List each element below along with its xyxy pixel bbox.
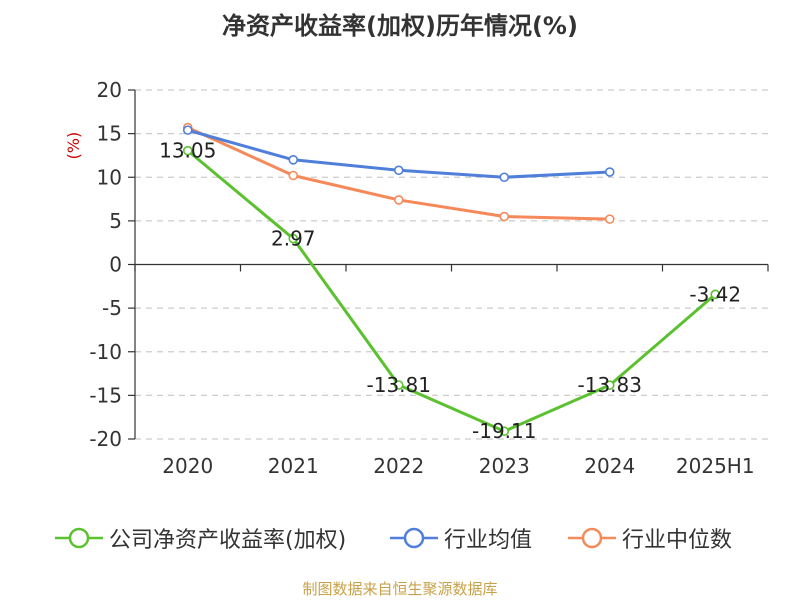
legend-item[interactable]: 公司净资产收益率(加权): [55, 518, 346, 558]
y-tick-label: 20: [97, 78, 122, 102]
line-chart: 20 15 10 5 0 -5 -10 -15 -20 (%) 2020 2021 2022 2023 20…: [64, 78, 769, 478]
data-point: [182, 125, 193, 135]
legend-label: 公司净资产收益率(加权): [109, 528, 347, 553]
source-note: 制图数据来自恒生聚源数据库: [302, 580, 498, 598]
x-tick-label: 2020: [162, 454, 213, 478]
data-point: [288, 233, 299, 244]
data-point: [499, 211, 510, 222]
data-point: [288, 170, 299, 181]
legend-item[interactable]: 行业中位数: [568, 518, 732, 558]
data-label: 2.97: [271, 227, 316, 251]
data-label: -13.81: [367, 373, 431, 397]
x-tick-label: 2024: [584, 454, 635, 478]
axes: 20 15 10 5 0 -5 -10 -15 -20 (%) 2020 2021 2022 2023 20…: [64, 78, 769, 478]
legend-marker-icon: [568, 527, 616, 549]
y-axis-label: (%): [64, 132, 83, 160]
y-tick-label: 10: [97, 165, 122, 189]
data-label: -19.11: [472, 419, 536, 443]
x-tick-label: 2021: [268, 454, 319, 478]
legend-item[interactable]: 行业均值: [390, 518, 532, 558]
legend-label: 行业均值: [444, 528, 533, 553]
data-label: 13.05: [159, 139, 216, 163]
series-lines: [182, 122, 721, 437]
data-point: [710, 289, 721, 300]
x-tick-label: 2025H1: [676, 454, 755, 478]
data-labels: 13.05 2.97 -13.81 -19.11 -13.83 -3.42: [159, 139, 741, 444]
y-tick-label: 5: [109, 209, 122, 233]
x-tick-label: 2022: [373, 454, 424, 478]
data-point: [393, 165, 404, 176]
x-tick-label: 2023: [479, 454, 530, 478]
y-tick-label: 15: [97, 122, 122, 146]
legend-marker-icon: [55, 527, 103, 549]
data-point: [604, 380, 615, 390]
data-label: -13.83: [578, 373, 642, 397]
data-point: [499, 426, 510, 437]
y-tick-label: 0: [109, 253, 122, 277]
y-tick-label: -15: [89, 383, 122, 407]
data-point: [604, 214, 615, 224]
legend: 公司净资产收益率(加权) 行业均值 行业中位数: [0, 518, 800, 558]
y-tick-label: -5: [102, 296, 122, 320]
y-tick-label: -10: [89, 340, 122, 364]
data-label: -3.42: [689, 282, 741, 306]
data-point: [499, 172, 510, 183]
y-tick-label: -20: [89, 427, 122, 451]
data-point: [288, 155, 299, 165]
series-line: [186, 149, 717, 433]
data-point: [393, 195, 404, 205]
legend-marker-icon: [390, 527, 438, 549]
data-point: [182, 145, 193, 156]
legend-label: 行业中位数: [622, 528, 733, 553]
data-point: [393, 380, 404, 390]
chart-title: 净资产收益率(加权)历年情况(%): [222, 12, 578, 40]
data-point: [604, 167, 615, 177]
